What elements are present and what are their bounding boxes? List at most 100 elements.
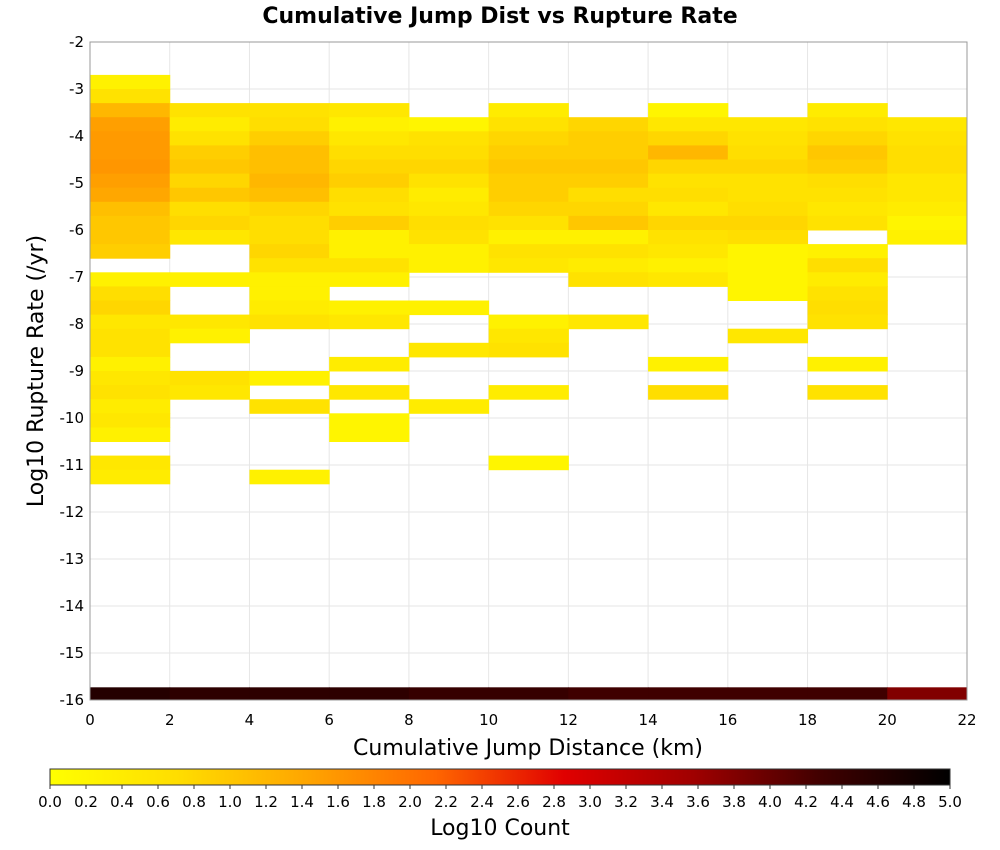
heatmap-floor-cell (807, 687, 888, 700)
heatmap-cell (887, 131, 968, 146)
colorbar-tick-label: 0.8 (182, 793, 206, 811)
heatmap-cell (329, 215, 410, 231)
heatmap-cell (648, 117, 729, 132)
heatmap-cell (488, 117, 569, 132)
heatmap-cell (249, 215, 330, 231)
heatmap-cell (90, 187, 171, 203)
heatmap-cell (727, 187, 809, 203)
y-tick-label: -16 (60, 691, 85, 709)
heatmap-floor-cell (648, 687, 729, 700)
heatmap-cell (249, 230, 330, 245)
colorbar-tick-label: 2.0 (398, 793, 422, 811)
heatmap-cell (488, 455, 569, 471)
heatmap-cell (329, 413, 410, 428)
heatmap-cell (329, 356, 410, 372)
colorbar-tick-label: 1.6 (326, 793, 350, 811)
heatmap-cell (807, 244, 888, 259)
heatmap-cell (648, 103, 729, 118)
heatmap-cell (90, 230, 171, 245)
y-tick-label: -6 (69, 221, 84, 239)
heatmap-cell (488, 131, 569, 146)
heatmap-cell (488, 230, 569, 245)
heatmap-cell (249, 187, 330, 203)
heatmap-cell (648, 258, 729, 273)
heatmap-cell (408, 117, 490, 132)
heatmap-cell (90, 201, 171, 217)
heatmap-cell (408, 230, 490, 245)
heatmap-cell (90, 286, 171, 301)
heatmap-cell (648, 230, 729, 245)
x-tick-label: 16 (718, 711, 737, 729)
heatmap-cell (169, 103, 250, 118)
y-tick-label: -7 (69, 268, 84, 286)
heatmap-cell (90, 342, 171, 358)
heatmap-cell (807, 173, 888, 189)
colorbar-tick-label: 0.0 (38, 793, 62, 811)
y-axis-label: Log10 Rupture Rate (/yr) (24, 235, 49, 507)
colorbar-tick-label: 1.0 (218, 793, 242, 811)
heatmap-cell (90, 159, 171, 175)
heatmap-cell (249, 286, 330, 301)
heatmap-cell (807, 215, 888, 231)
heatmap-cell (90, 427, 171, 442)
heatmap-cell (329, 103, 410, 118)
heatmap-cell (169, 230, 250, 245)
heatmap-cell (329, 173, 410, 189)
heatmap-cell (807, 286, 888, 301)
y-tick-label: -13 (60, 550, 85, 568)
heatmap-cell (169, 272, 250, 287)
heatmap-cell (408, 187, 490, 203)
y-tick-label: -4 (69, 127, 84, 145)
heatmap-cell (90, 469, 171, 485)
heatmap-cell (90, 455, 171, 471)
heatmap-floor-cell (329, 687, 410, 700)
heatmap-cell (488, 215, 569, 231)
heatmap-cell (727, 230, 809, 245)
heatmap-cell (807, 117, 888, 132)
heatmap-floor-cell (408, 687, 490, 700)
colorbar-tick-label: 1.8 (362, 793, 386, 811)
heatmap-cell (648, 173, 729, 189)
heatmap-floor-cell (727, 687, 809, 700)
heatmap-cell (568, 131, 649, 146)
heatmap-cell (249, 159, 330, 175)
heatmap-floor-cell (568, 687, 649, 700)
heatmap-cell (648, 356, 729, 372)
heatmap-cell (648, 131, 729, 146)
heatmap-cell (568, 201, 649, 217)
x-tick-label: 4 (245, 711, 255, 729)
colorbar-tick-label: 4.8 (902, 793, 926, 811)
heatmap-cell (648, 385, 729, 400)
colorbar-tick-label: 3.0 (578, 793, 602, 811)
heatmap-cell (727, 215, 809, 231)
x-tick-label: 14 (639, 711, 658, 729)
heatmap-cell (329, 314, 410, 330)
heatmap-cell (90, 385, 171, 400)
colorbar-tick-label: 3.4 (650, 793, 674, 811)
heatmap-cell (408, 244, 490, 259)
x-tick-label: 6 (324, 711, 334, 729)
heatmap-cell (488, 145, 569, 160)
x-tick-label: 0 (85, 711, 95, 729)
y-tick-label: -5 (69, 174, 84, 192)
heatmap-cell (807, 201, 888, 217)
heatmap-cell (90, 399, 171, 414)
colorbar-tick-label: 0.2 (74, 793, 98, 811)
colorbar-tick-label: 2.4 (470, 793, 494, 811)
heatmap-cell (90, 145, 171, 160)
colorbar-label: Log10 Count (430, 816, 570, 841)
heatmap-cell (169, 314, 250, 330)
heatmap-cell (727, 159, 809, 175)
heatmap-cell (568, 187, 649, 203)
heatmap-floor-cell (887, 687, 968, 700)
heatmap-cell (90, 103, 171, 118)
y-tick-label: -9 (69, 362, 84, 380)
heatmap-cell (488, 314, 569, 330)
colorbar-tick-label: 1.4 (290, 793, 314, 811)
heatmap-cell (807, 103, 888, 118)
heatmap-cell (488, 103, 569, 118)
heatmap-cells (90, 74, 968, 700)
heatmap-floor-cell (249, 687, 330, 700)
heatmap-cell (408, 173, 490, 189)
heatmap-cell (887, 145, 968, 160)
